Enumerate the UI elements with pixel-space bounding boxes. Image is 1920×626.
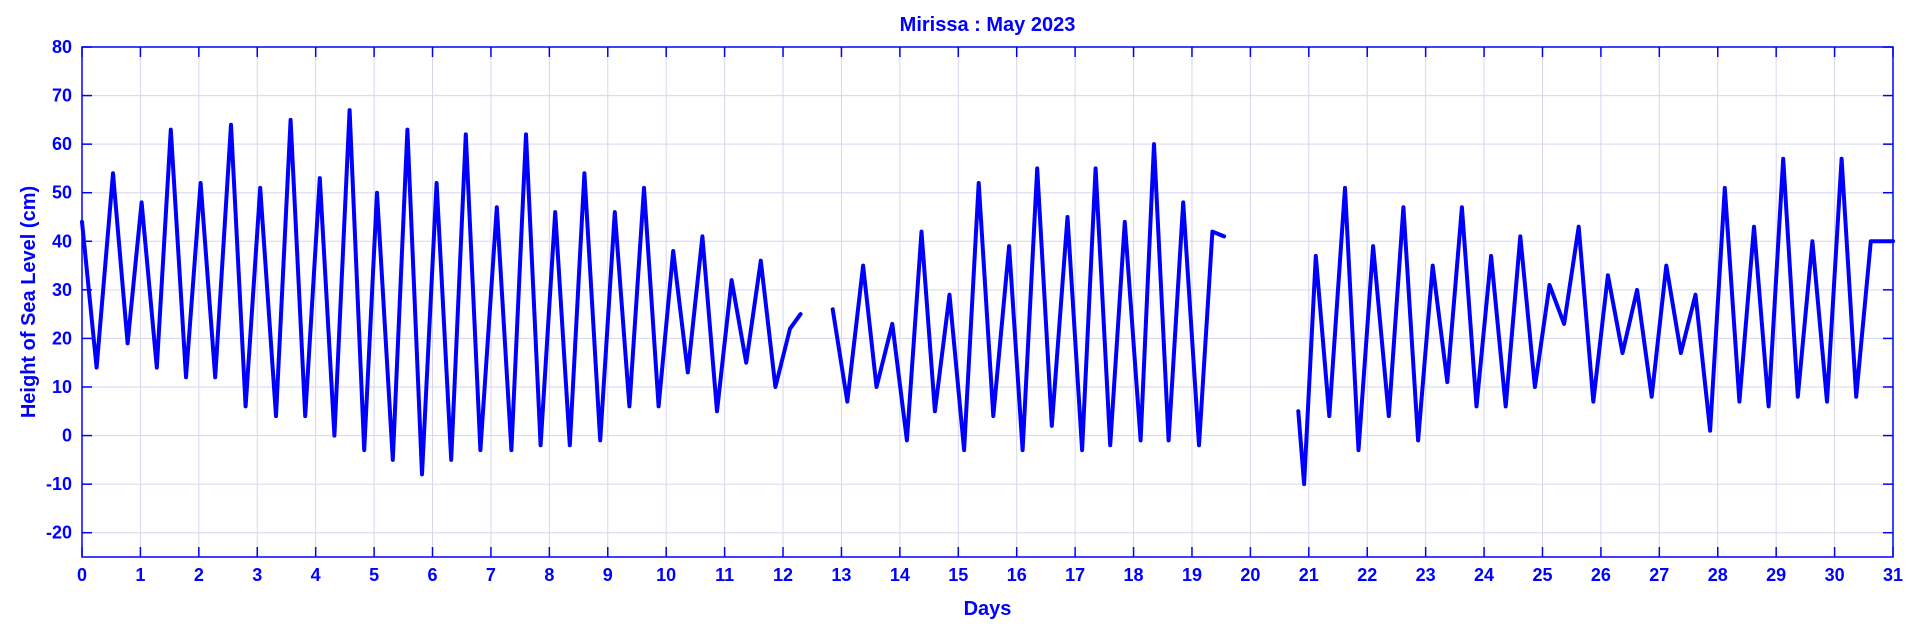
chart-title: Mirissa : May 2023 (900, 14, 1076, 36)
x-tick-label: 27 (1649, 565, 1669, 585)
y-tick-label: 80 (52, 37, 72, 57)
y-tick-label: 20 (52, 328, 72, 348)
x-tick-label: 28 (1708, 565, 1728, 585)
x-tick-label: 21 (1299, 565, 1319, 585)
x-tick-label: 22 (1357, 565, 1377, 585)
y-tick-label: 70 (52, 86, 72, 106)
x-tick-label: 8 (544, 565, 554, 585)
x-tick-label: 23 (1416, 565, 1436, 585)
x-tick-label: 26 (1591, 565, 1611, 585)
sea-level-line-segment-3 (1296, 156, 1895, 487)
x-tick-label: 18 (1124, 565, 1144, 585)
x-tick-label: 25 (1532, 565, 1552, 585)
y-axis-ticks: -20 -10 0 10 20 30 40 50 60 70 80 (46, 37, 1893, 543)
x-tick-label: 17 (1065, 565, 1085, 585)
y-tick-label: 30 (52, 280, 72, 300)
sea-level-line-segment-1 (80, 108, 803, 477)
x-axis-title: Days (964, 598, 1012, 620)
x-tick-label: 9 (603, 565, 613, 585)
x-tick-label: 11 (715, 565, 734, 585)
x-tick-label: 31 (1883, 565, 1903, 585)
x-tick-label: 10 (656, 565, 676, 585)
x-tick-label: 16 (1007, 565, 1027, 585)
x-tick-label: 5 (369, 565, 379, 585)
y-tick-label: -20 (46, 523, 72, 543)
x-tick-label: 15 (948, 565, 968, 585)
y-tick-label: 60 (52, 134, 72, 154)
x-tick-label: 13 (831, 565, 851, 585)
x-tick-label: 0 (77, 565, 87, 585)
x-axis-ticks: 0 1 2 3 4 5 6 7 8 9 10 11 12 13 14 15 16 17 18 19 20 21 22 23 24… (77, 47, 1903, 585)
x-tick-label: 7 (486, 565, 496, 585)
x-tick-label: 30 (1825, 565, 1845, 585)
x-tick-label: 29 (1766, 565, 1786, 585)
data-series (80, 108, 1895, 487)
plot-frame (81, 46, 1894, 558)
y-tick-label: 50 (52, 183, 72, 203)
x-tick-label: 6 (428, 565, 438, 585)
y-tick-label: 10 (52, 377, 72, 397)
y-tick-label: -10 (46, 474, 72, 494)
x-tick-label: 19 (1182, 565, 1202, 585)
x-tick-label: 24 (1474, 565, 1494, 585)
x-tick-label: 3 (252, 565, 262, 585)
sea-level-line-segment-2 (830, 142, 1227, 453)
x-tick-label: 14 (890, 565, 910, 585)
x-tick-label: 4 (311, 565, 321, 585)
x-tick-label: 12 (773, 565, 793, 585)
x-tick-label: 2 (194, 565, 204, 585)
x-tick-label: 1 (135, 565, 145, 585)
y-axis-title: Height of Sea Level (cm) (18, 186, 40, 418)
y-tick-label: 0 (62, 426, 72, 446)
y-tick-label: 40 (52, 231, 72, 251)
x-tick-label: 20 (1240, 565, 1260, 585)
